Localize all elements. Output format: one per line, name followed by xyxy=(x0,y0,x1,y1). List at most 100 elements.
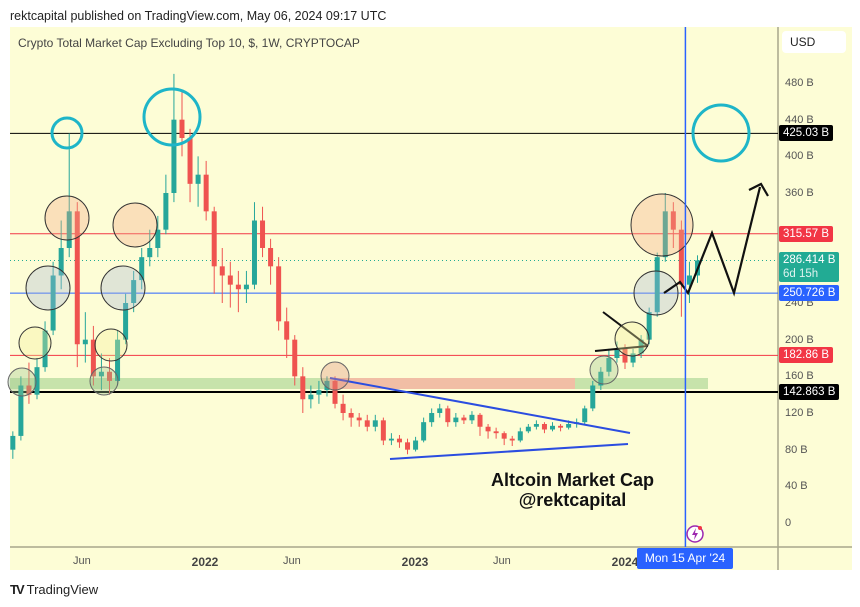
chart-background xyxy=(10,27,852,570)
candle xyxy=(429,408,435,427)
candle-body xyxy=(405,442,411,450)
candle-body xyxy=(98,371,104,377)
candle xyxy=(219,248,225,303)
annotation-author: @rektcapital xyxy=(518,490,627,510)
candle-body xyxy=(429,413,435,423)
candle-body xyxy=(517,431,523,441)
candle-body xyxy=(251,220,257,285)
candle-body xyxy=(42,330,48,368)
circle-marker-orange xyxy=(112,202,158,248)
candle-body xyxy=(550,425,556,430)
triangle-lower-trendline xyxy=(389,443,629,460)
candle xyxy=(300,367,306,413)
candle xyxy=(171,73,177,203)
candle-body xyxy=(606,358,612,372)
candle xyxy=(58,220,64,290)
candle xyxy=(606,348,612,377)
candle xyxy=(74,202,80,368)
candle xyxy=(582,405,588,424)
candle xyxy=(284,307,290,358)
price-level-label: 142.863 B xyxy=(779,384,840,401)
time-tick: Jun xyxy=(493,555,511,567)
candle-body xyxy=(284,321,290,340)
candle-body xyxy=(203,174,209,212)
candle xyxy=(227,261,233,308)
projection-path xyxy=(663,186,762,297)
candle xyxy=(630,348,636,368)
circle-marker-green xyxy=(7,367,37,397)
price-tick: 200 B xyxy=(785,333,814,346)
price-tick: 440 B xyxy=(785,113,814,126)
candle-body xyxy=(171,119,177,193)
candle xyxy=(90,325,96,386)
time-tick: 2022 xyxy=(191,555,219,569)
currency-selector[interactable]: USD xyxy=(782,31,846,53)
candle xyxy=(558,424,564,432)
candle-body xyxy=(533,424,539,427)
candle-body xyxy=(558,425,564,428)
time-tick: 2024 xyxy=(611,555,639,569)
candle-body xyxy=(670,211,676,230)
candle-body xyxy=(662,211,668,258)
candle xyxy=(662,193,668,262)
candle-body xyxy=(388,438,394,441)
candle xyxy=(388,433,394,446)
candle xyxy=(98,353,104,391)
triangle-upper-trendline xyxy=(329,377,631,434)
crosshair-date-label: Mon 15 Apr '24 xyxy=(637,548,733,569)
candle-body xyxy=(123,303,129,340)
candle-body xyxy=(453,417,459,423)
price-level-value: 250.726 B xyxy=(783,287,836,300)
candle-body xyxy=(421,422,427,441)
price-level-label: 250.726 B xyxy=(779,285,840,302)
price-tick: 0 xyxy=(785,517,792,529)
candle xyxy=(123,293,129,345)
circle-marker-blue xyxy=(100,265,146,311)
lightning-event-icon[interactable] xyxy=(686,525,704,543)
candle xyxy=(187,128,193,203)
price-level-value: 286.414 B xyxy=(783,254,836,267)
circle-target-cyan xyxy=(142,87,202,147)
candle xyxy=(308,385,314,409)
candle-body xyxy=(630,353,636,363)
candle xyxy=(147,229,153,267)
candle xyxy=(324,376,330,397)
candle-body xyxy=(477,414,483,427)
candle xyxy=(509,435,515,446)
candle-body xyxy=(66,211,72,248)
candle-body xyxy=(308,394,314,400)
candle xyxy=(131,270,137,313)
candle-body xyxy=(348,413,354,418)
candle-body xyxy=(18,385,24,436)
candle xyxy=(501,431,507,446)
flag-lower-line xyxy=(594,345,649,352)
candle-body xyxy=(437,408,443,413)
circle-target-cyan xyxy=(691,103,751,163)
candle-body xyxy=(74,211,80,345)
candle xyxy=(348,408,354,427)
candle xyxy=(590,380,596,412)
candle-body xyxy=(316,390,322,395)
candle xyxy=(396,435,402,448)
candle xyxy=(243,270,249,303)
candle-body xyxy=(364,420,370,427)
price-tick: 40 B xyxy=(785,480,808,493)
candle-body xyxy=(131,280,137,303)
candle xyxy=(356,413,362,427)
circle-marker-yellow xyxy=(94,328,128,362)
publisher-caption: rektcapital published on TradingView.com… xyxy=(10,9,387,23)
candle xyxy=(18,376,24,441)
candle-body xyxy=(372,420,378,427)
tradingview-logo[interactable]: TV TradingView xyxy=(10,582,98,597)
candle-body xyxy=(566,424,572,428)
candle-body xyxy=(82,339,88,345)
circle-marker-orange xyxy=(44,195,90,241)
candle xyxy=(598,367,604,391)
circle-marker-orange xyxy=(630,193,694,257)
candle-body xyxy=(541,424,547,430)
candle-body xyxy=(163,193,169,230)
price-level-value: 182.86 B xyxy=(783,349,830,362)
candle-body xyxy=(493,431,499,434)
candle-body xyxy=(300,376,306,400)
